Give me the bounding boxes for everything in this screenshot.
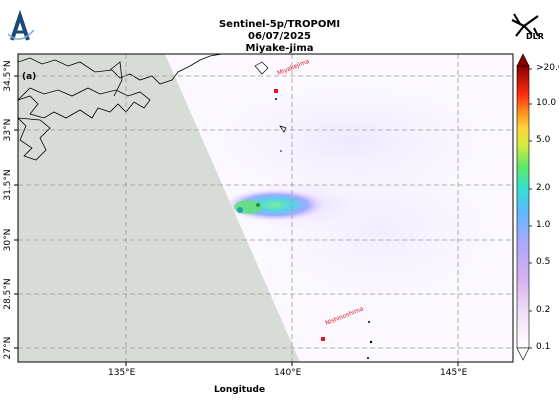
x-tick-0: 135°E <box>108 368 136 378</box>
graticule <box>18 54 513 362</box>
marker-miyakejima <box>274 89 278 93</box>
colorbar-bar <box>516 65 530 349</box>
colorbar-label-0: >20.0 <box>536 63 559 73</box>
y-tick-3: 30°N <box>3 228 13 252</box>
colorbar-label-7: 0.1 <box>536 342 551 352</box>
marker-nishinoshima <box>321 337 325 341</box>
dlr-logo-text: DLR <box>526 32 544 41</box>
colorbar-label-4: 1.0 <box>536 220 551 230</box>
coastline-honshu <box>18 54 223 85</box>
colorbar-label-2: 5.0 <box>536 135 551 145</box>
y-tick-2: 31.5°N <box>3 169 13 201</box>
y-tick-4: 28.5°N <box>3 278 13 310</box>
institution-logo <box>7 10 35 41</box>
coastline-kyushu <box>18 117 51 161</box>
x-tick-2: 145°E <box>440 368 468 378</box>
colorbar-extend-min <box>516 347 530 361</box>
no-data-mask <box>18 54 300 362</box>
map-title: Sentinel-5p/TROPOMI <box>218 19 341 30</box>
x-tick-1: 140°E <box>274 368 302 378</box>
colorbar-extend-max <box>516 53 530 67</box>
dlr-logo-icon <box>511 13 539 37</box>
colorbar-label-5: 0.5 <box>536 257 551 267</box>
map-date: 06/07/2025 <box>248 31 311 42</box>
map-location: Miyake-jima <box>245 43 314 54</box>
panel-label: (a) <box>22 72 37 82</box>
x-axis-label: Longitude <box>213 385 266 395</box>
colorbar-label-6: 0.2 <box>536 305 551 315</box>
colorbar-label-1: 10.0 <box>536 98 557 108</box>
y-tick-0: 34.5°N <box>3 60 13 92</box>
coastline-shikoku <box>18 87 151 119</box>
map-frame <box>17 53 514 363</box>
y-tick-5: 27°N <box>3 336 13 360</box>
y-tick-1: 33°N <box>3 118 13 142</box>
colorbar-label-3: 2.0 <box>536 183 551 193</box>
